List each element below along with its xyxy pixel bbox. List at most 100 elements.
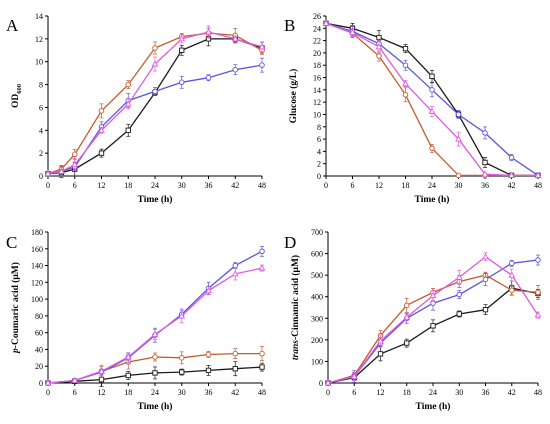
data-point-circle bbox=[402, 92, 409, 98]
data-point-square bbox=[125, 127, 131, 133]
data-point-circle bbox=[205, 74, 212, 81]
y-tick-label: 16 bbox=[313, 74, 321, 83]
y-tick-label: 6 bbox=[317, 135, 321, 144]
y-axis-title-prefix: trans bbox=[291, 340, 301, 360]
data-point-circle bbox=[455, 111, 462, 118]
y-axis-title-text: OD bbox=[11, 94, 21, 108]
series-line-2 bbox=[47, 64, 263, 175]
x-tick-label: 36 bbox=[205, 181, 213, 190]
panel-c-coumaric-acid-chart: C 0 6 12 18 24 30 36 42 48 0 20 40 60 80 100 120 140 160 18… bbox=[6, 228, 266, 412]
data-point-square bbox=[402, 45, 409, 52]
data-point-circle bbox=[430, 300, 436, 306]
y-axis-title: trans-Cinnamic acid (μM) bbox=[290, 255, 301, 360]
y-tick-label: 100 bbox=[311, 357, 323, 366]
data-point-triangle bbox=[71, 376, 79, 383]
data-point-circle bbox=[455, 172, 462, 179]
x-tick-label: 18 bbox=[124, 181, 132, 190]
x-tick-label: 42 bbox=[508, 388, 516, 397]
y-tick-label: 300 bbox=[311, 314, 323, 323]
x-tick-label: 30 bbox=[178, 388, 186, 397]
data-point-square bbox=[179, 369, 185, 375]
data-point-circle bbox=[429, 87, 435, 93]
x-tick-label: 24 bbox=[429, 388, 437, 397]
x-tick-label: 6 bbox=[73, 388, 77, 397]
data-point-circle bbox=[232, 66, 238, 73]
data-point-triangle bbox=[428, 107, 436, 114]
data-point-square bbox=[482, 159, 488, 166]
data-point-triangle bbox=[322, 19, 330, 26]
y-tick-label: 2 bbox=[39, 149, 43, 158]
y-tick-label: 180 bbox=[31, 228, 43, 237]
data-point-triangle bbox=[98, 126, 105, 133]
x-tick-label: 24 bbox=[151, 181, 159, 190]
x-axis-title: Time (h) bbox=[416, 401, 451, 412]
data-point-square bbox=[98, 376, 105, 383]
data-point-circle bbox=[232, 350, 238, 357]
data-point-triangle bbox=[58, 167, 65, 174]
data-point-triangle bbox=[402, 79, 409, 87]
data-point-circle bbox=[535, 257, 541, 263]
data-point-circle bbox=[404, 302, 410, 309]
data-point-circle bbox=[125, 81, 131, 88]
y-tick-label: 14 bbox=[35, 12, 43, 21]
data-point-circle bbox=[71, 151, 78, 158]
data-point-square bbox=[152, 370, 158, 376]
data-point-triangle bbox=[403, 313, 411, 320]
x-tick-label: 12 bbox=[377, 388, 385, 397]
data-point-square bbox=[125, 372, 131, 379]
data-point-circle bbox=[456, 291, 463, 298]
data-point-square bbox=[404, 340, 410, 346]
data-point-triangle bbox=[508, 271, 516, 278]
panel-letter: C bbox=[6, 233, 17, 252]
x-tick-label: 0 bbox=[46, 181, 50, 190]
data-point-square bbox=[376, 34, 382, 41]
x-axis-title: Time (h) bbox=[138, 401, 173, 412]
x-tick-label: 42 bbox=[231, 388, 239, 397]
y-tick-label: 26 bbox=[313, 12, 321, 21]
data-point-triangle bbox=[178, 312, 186, 319]
y-tick-label: 200 bbox=[311, 336, 323, 345]
x-tick-label: 48 bbox=[258, 181, 266, 190]
data-point-triangle bbox=[481, 170, 489, 177]
x-tick-label: 6 bbox=[73, 181, 77, 190]
data-point-square bbox=[430, 323, 436, 329]
data-point-triangle bbox=[44, 169, 52, 177]
series-line-3 bbox=[47, 31, 263, 175]
y-axis-title: Glucose (g/L) bbox=[288, 69, 299, 124]
x-tick-label: 48 bbox=[534, 181, 542, 190]
x-tick-label: 0 bbox=[324, 181, 328, 190]
panel-letter: B bbox=[284, 16, 295, 35]
x-tick-label: 0 bbox=[326, 388, 330, 397]
data-point-circle bbox=[482, 276, 489, 283]
x-tick-label: 24 bbox=[151, 388, 159, 397]
data-point-triangle bbox=[350, 372, 358, 379]
data-point-triangle bbox=[231, 35, 239, 42]
data-point-circle bbox=[205, 351, 212, 358]
y-tick-label: 14 bbox=[313, 86, 321, 95]
data-point-triangle bbox=[324, 379, 332, 386]
data-point-circle bbox=[152, 88, 158, 95]
x-tick-label: 12 bbox=[98, 181, 106, 190]
data-point-circle bbox=[232, 262, 238, 269]
data-point-triangle bbox=[124, 353, 132, 360]
series-line-0 bbox=[47, 38, 263, 175]
x-tick-label: 42 bbox=[508, 181, 516, 190]
data-point-circle bbox=[482, 130, 488, 136]
data-point-triangle bbox=[508, 171, 515, 178]
data-point-triangle bbox=[258, 43, 266, 50]
data-point-triangle bbox=[482, 253, 489, 260]
panel-letter: D bbox=[284, 233, 296, 252]
y-tick-label: 10 bbox=[313, 110, 321, 119]
y-tick-label: 160 bbox=[31, 245, 43, 254]
x-tick-label: 12 bbox=[98, 388, 106, 397]
y-tick-label: 22 bbox=[313, 37, 321, 46]
x-axis-title: Time (h) bbox=[415, 194, 450, 205]
data-point-triangle bbox=[375, 43, 383, 50]
data-point-triangle bbox=[124, 100, 132, 107]
data-point-triangle bbox=[258, 264, 266, 271]
y-tick-label: 12 bbox=[313, 98, 321, 107]
y-tick-label: 4 bbox=[317, 147, 321, 156]
y-tick-label: 0 bbox=[39, 172, 43, 181]
x-tick-label: 30 bbox=[178, 181, 186, 190]
